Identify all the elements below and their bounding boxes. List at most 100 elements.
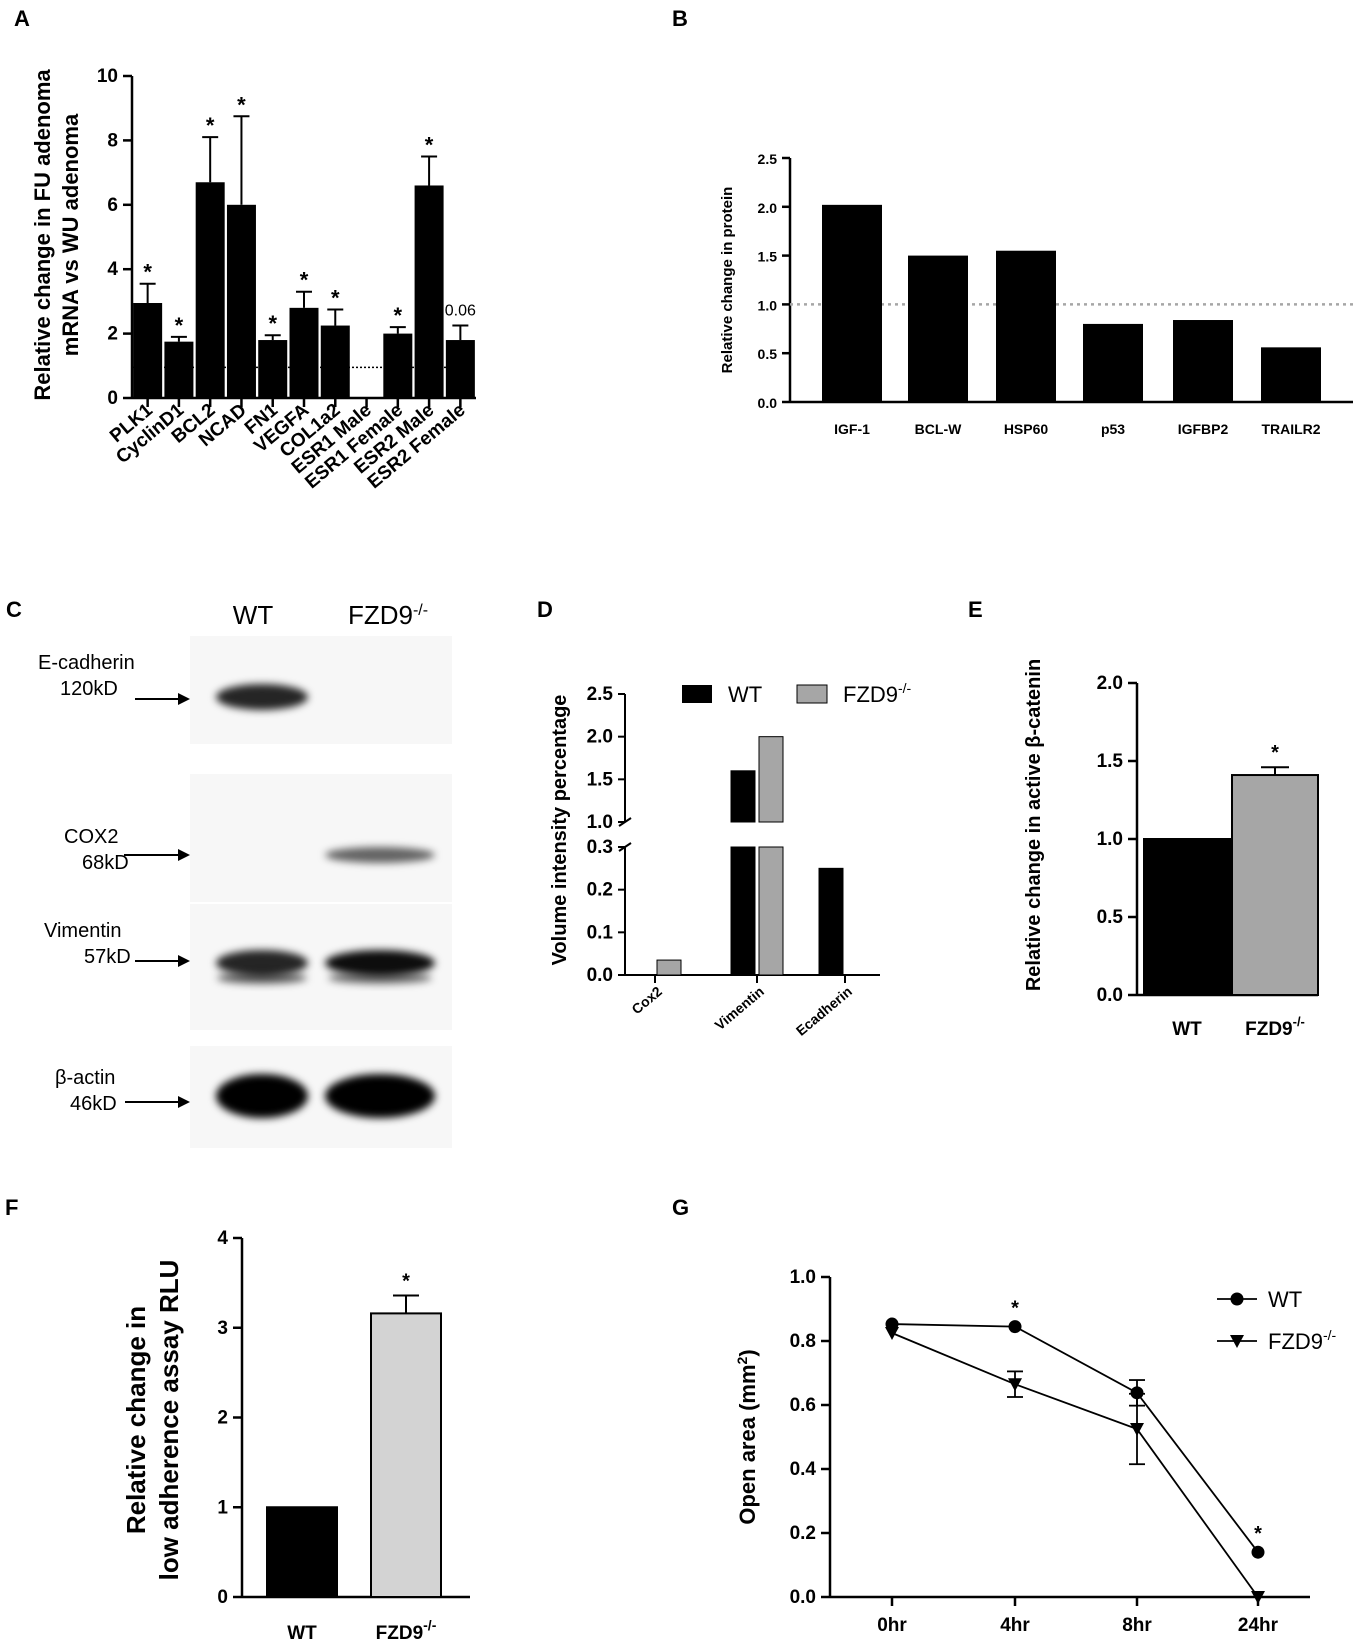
blot-strip	[190, 774, 452, 902]
panel-e-x-tick-label: FZD9-/-	[1245, 1014, 1305, 1040]
panel-g-point-wt	[1251, 1545, 1265, 1559]
panel-g-legend-marker-fzd9	[1230, 1335, 1244, 1348]
panel-b-x-tick-label: p53	[1101, 421, 1125, 437]
panel-g-y-tick-label: 0.2	[790, 1523, 816, 1544]
panel-a-y-tick-label: 8	[107, 130, 118, 151]
panel-b-x-tick-label: TRAILR2	[1261, 421, 1320, 437]
panel-g-series-line	[891, 1332, 1259, 1598]
panel-f-y-tick-label: 3	[217, 1318, 228, 1339]
panel-e-y-tick-label: 2.0	[1097, 673, 1123, 694]
panel-d-axis-break	[618, 817, 632, 827]
panel-a-annotation: 0.06	[445, 303, 476, 320]
panel-e-x-tick-label: WT	[1172, 1019, 1202, 1040]
panel-d-y-tick-label: 0.2	[587, 880, 613, 901]
panel-letter-f: F	[5, 1195, 18, 1220]
panel-g-x-tick-label: 24hr	[1238, 1615, 1279, 1636]
panel-c-western-blot: WT FZD9-/- E-cadherin 120kD COX2 68kD Vimentin…	[38, 600, 452, 1148]
panel-b-bar	[908, 255, 968, 402]
panel-b-bar	[822, 204, 882, 402]
panel-a-y-tick-label: 0	[107, 388, 118, 409]
panel-b-bar	[1083, 323, 1143, 402]
blot-arrow-head	[178, 1096, 190, 1108]
panel-f-y-tick-label: 4	[217, 1228, 228, 1249]
panel-d-x-tick-label: Ecadherin	[793, 983, 855, 1039]
panel-f-bar-chart: 0 1 2 3 4 WT * FZD9-/- Relative change in low adh…	[121, 1228, 470, 1644]
panel-f-significance-star: *	[402, 1270, 410, 1292]
panel-g-point-fzd9	[1130, 1423, 1144, 1436]
panel-d-bar-chart: 0.0 0.1 0.2 0.3 1.0 1.5 2.0 2.5 Cox2 Vimentin Ecad…	[549, 680, 912, 1039]
panel-letter-b: B	[672, 6, 688, 31]
blot-size-label: 68kD	[82, 852, 129, 874]
blot-band-wt	[216, 1074, 308, 1118]
panel-g-series-line	[891, 1323, 1259, 1553]
panel-a-y-tick-label: 6	[107, 195, 118, 216]
panel-a-annotation: *	[268, 311, 277, 336]
panel-d-bar	[758, 846, 784, 976]
panel-g-legend-label-fzd9: FZD9-/-	[1268, 1327, 1337, 1354]
panel-g-point-wt	[1008, 1320, 1022, 1334]
panel-letter-d: D	[537, 597, 553, 622]
blot-band-wt-lower	[217, 972, 307, 984]
panel-g-point-fzd9	[1251, 1591, 1265, 1604]
panel-d-y-tick-label: 1.5	[587, 769, 614, 790]
panel-a-bar-chart: 0246810*PLK1*CyclinD1*BCL2*NCAD*FN1*VEGF…	[30, 66, 476, 493]
blot-arrow-head	[178, 955, 190, 967]
panel-d-bar	[656, 959, 682, 976]
panel-a-bar	[195, 182, 225, 398]
panel-b-y-axis-title: Relative change in protein	[719, 187, 736, 374]
panel-g-significance-star: *	[1011, 1298, 1019, 1320]
panel-g-y-tick-label: 1.0	[790, 1267, 816, 1288]
panel-b-bar	[996, 250, 1056, 402]
panel-g-point-fzd9	[885, 1327, 899, 1340]
panel-f-y-tick-label: 1	[217, 1497, 228, 1518]
panel-f-x-tick-label: FZD9-/-	[376, 1617, 437, 1644]
panel-d-y-tick-label: 2.5	[587, 684, 614, 705]
panel-a-y-tick-label: 2	[107, 324, 118, 345]
panel-letter-c: C	[6, 597, 22, 622]
blot-size-label: 57kD	[84, 946, 131, 968]
panel-g-line-chart: 0.0 0.2 0.4 0.6 0.8 1.0 0hr 4hr 8hr 24hr * * WT FZD9-…	[734, 1267, 1337, 1636]
panel-d-legend-swatch-wt	[682, 685, 712, 703]
panel-g-y-tick-label: 0.8	[790, 1331, 816, 1352]
panel-a-annotation: *	[143, 260, 152, 285]
panel-a-annotation: *	[206, 113, 215, 138]
blot-protein-label: COX2	[64, 826, 118, 848]
panel-d-x-tick-label: Cox2	[628, 983, 665, 1017]
panel-a-bar	[289, 307, 319, 398]
panel-b-x-tick-label: IGFBP2	[1178, 421, 1229, 437]
panel-d-x-tick-label: Vimentin	[712, 983, 767, 1033]
panel-a-bar	[414, 185, 444, 398]
panel-a-annotation: *	[425, 133, 434, 158]
panel-d-y-axis-title: Volume intensity percentage	[549, 695, 571, 966]
blot-lane-label-fzd9: FZD9-/-	[348, 600, 428, 630]
panel-a-annotation: *	[175, 313, 184, 338]
panel-b-x-tick-label: IGF-1	[834, 421, 870, 437]
blot-arrow-head	[178, 849, 190, 861]
panel-a-y-tick-label: 10	[97, 66, 118, 87]
panel-f-y-tick-label: 0	[217, 1587, 228, 1608]
blot-band-fzd9	[325, 950, 435, 976]
panel-e-y-tick-label: 0.0	[1097, 985, 1123, 1006]
panel-d-legend-swatch-fzd9	[796, 684, 828, 704]
blot-band-fzd9-lower	[328, 972, 432, 984]
panel-a-bar	[226, 204, 256, 398]
panel-g-x-tick-label: 8hr	[1122, 1615, 1152, 1636]
panel-g-legend-label-wt: WT	[1268, 1287, 1302, 1312]
panel-d-y-tick-label: 0.1	[587, 922, 614, 943]
blot-band-wt	[216, 684, 308, 710]
panel-a-bar	[320, 325, 350, 398]
panel-d-legend-label-wt: WT	[728, 682, 762, 707]
panel-e-bar	[1143, 838, 1231, 996]
panel-b-y-tick-label: 2.0	[758, 200, 778, 216]
panel-f-bar	[370, 1312, 442, 1598]
panel-d-bar	[818, 867, 844, 976]
blot-band-fzd9	[325, 1074, 435, 1118]
blot-size-label: 120kD	[60, 678, 118, 700]
panel-f-bar	[266, 1506, 338, 1598]
panel-g-y-axis-title: Open area (mm2)	[734, 1349, 760, 1524]
panel-d-bar	[758, 736, 784, 823]
panel-f-y-axis-title: Relative change in low adherence assay RL…	[121, 1260, 184, 1581]
panel-a-bar	[445, 340, 475, 398]
blot-band-wt	[216, 950, 308, 976]
panel-a-y-axis-title: Relative change in FU adenoma mRNA vs WU …	[30, 69, 83, 401]
